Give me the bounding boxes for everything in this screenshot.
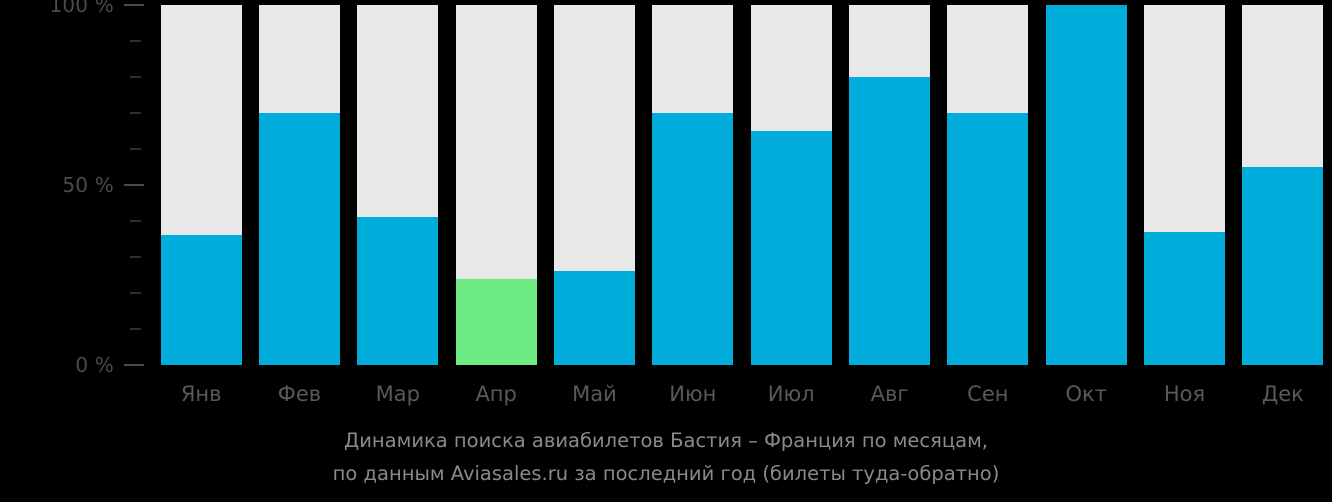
y-axis-minor-tick xyxy=(130,292,141,294)
bar-column[interactable] xyxy=(750,5,832,365)
bar-fill[interactable] xyxy=(259,113,340,365)
bar-column[interactable] xyxy=(1242,5,1324,365)
bar-column[interactable] xyxy=(947,5,1029,365)
bar-fill[interactable] xyxy=(652,113,734,365)
x-axis-label-8: Авг xyxy=(870,382,909,406)
caption-line-2: по данным Aviasales.ru за последний год … xyxy=(332,462,1000,485)
x-axis-label-1: Янв xyxy=(180,382,222,406)
x-axis-label-7: Июл xyxy=(767,382,815,406)
x-axis-label-6: Июн xyxy=(669,382,717,406)
x-axis-label-9: Сен xyxy=(967,382,1009,406)
bar-fill[interactable] xyxy=(455,278,537,365)
bar-column[interactable] xyxy=(1144,5,1225,365)
bar-column[interactable] xyxy=(652,5,734,365)
bar-fill[interactable] xyxy=(849,77,930,365)
bar-fill[interactable] xyxy=(947,113,1029,365)
y-axis-minor-tick xyxy=(130,148,141,150)
y-axis-major-tick xyxy=(124,4,144,6)
y-axis-minor-tick xyxy=(130,328,141,330)
plot-area xyxy=(152,5,1332,365)
bar-column[interactable] xyxy=(357,5,439,365)
y-axis-minor-tick xyxy=(130,76,141,78)
bar-column[interactable] xyxy=(849,5,930,365)
chart-caption: Динамика поиска авиабилетов Бастия – Фра… xyxy=(0,424,1332,490)
x-axis: Янв Фев Мар Апр Май Июн Июл Авг Сен Окт Ноя Дек xyxy=(152,365,1332,420)
x-axis-label-3: Мар xyxy=(375,382,420,406)
y-axis-minor-tick xyxy=(130,220,141,222)
x-axis-label-2: Фев xyxy=(277,382,322,406)
bar-fill[interactable] xyxy=(160,235,242,365)
bar-fill[interactable] xyxy=(1242,167,1324,365)
bar-fill[interactable] xyxy=(750,131,832,365)
x-axis-label-11: Ноя xyxy=(1163,382,1206,406)
y-axis-label: 50 % xyxy=(62,173,114,197)
bar-fill[interactable] xyxy=(554,271,635,365)
bar-fill[interactable] xyxy=(1144,231,1225,365)
y-axis-label: 100 % xyxy=(49,0,114,17)
caption-line-1: Динамика поиска авиабилетов Бастия – Фра… xyxy=(344,429,988,452)
x-axis-label-5: Май xyxy=(572,382,617,406)
y-axis-major-tick xyxy=(124,364,144,366)
y-axis-major-tick xyxy=(124,184,144,186)
bar-column[interactable] xyxy=(554,5,635,365)
bar-column[interactable] xyxy=(160,5,242,365)
y-axis-minor-tick xyxy=(130,112,141,114)
x-axis-label-12: Дек xyxy=(1261,382,1304,406)
x-axis-label-10: Окт xyxy=(1065,382,1107,406)
y-axis: 0 % 50 % 100 % xyxy=(0,0,152,380)
bar-column[interactable] xyxy=(259,5,340,365)
y-axis-label: 0 % xyxy=(75,353,114,377)
y-axis-minor-tick xyxy=(130,256,141,258)
bar-fill[interactable] xyxy=(1045,5,1127,365)
y-axis-minor-tick xyxy=(130,40,141,42)
x-axis-label-4: Апр xyxy=(475,382,517,406)
bar-column[interactable] xyxy=(455,5,537,365)
bar-fill[interactable] xyxy=(357,217,439,365)
bar-column[interactable] xyxy=(1045,5,1127,365)
